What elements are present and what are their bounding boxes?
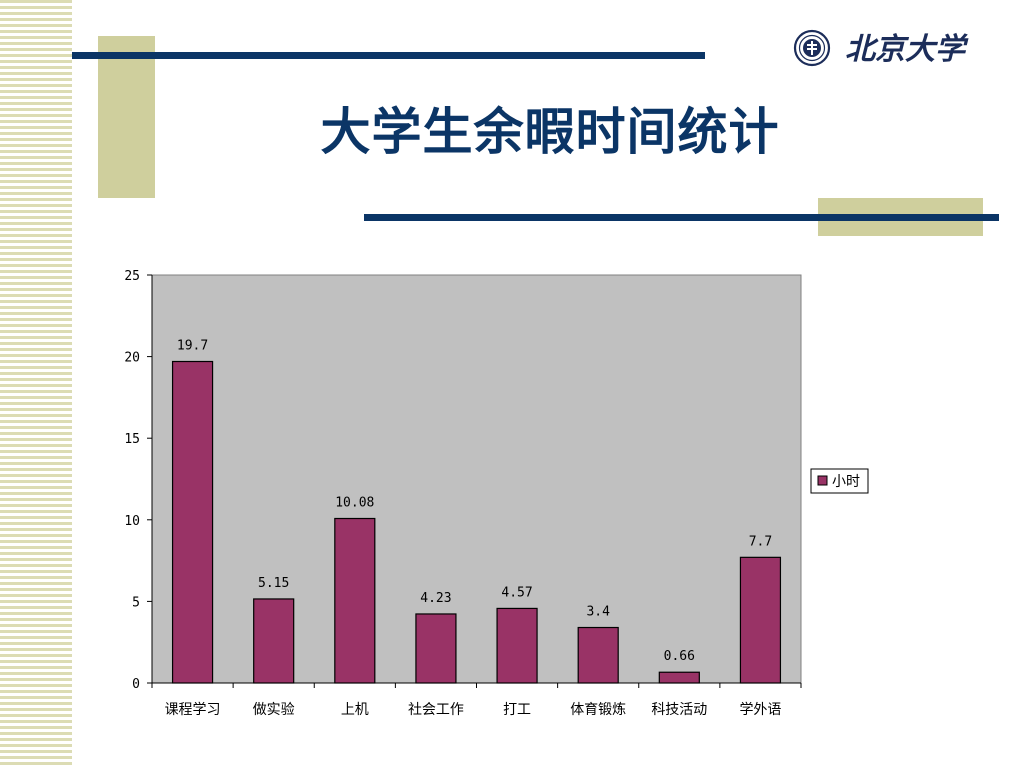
x-tick-label: 科技活动 <box>651 702 707 718</box>
x-tick-label: 社会工作 <box>408 702 464 718</box>
university-logo: 北京大学 <box>793 29 969 67</box>
bar <box>496 607 538 684</box>
accent-rule-bottom <box>364 214 999 221</box>
x-tick-label: 打工 <box>503 701 531 718</box>
accent-block-left <box>98 36 155 198</box>
accent-rule-top <box>72 52 705 59</box>
left-stripe-decoration <box>0 0 72 768</box>
bar <box>577 626 619 684</box>
plot-area <box>151 274 802 684</box>
y-tick-label: 25 <box>124 269 140 284</box>
y-tick-label: 10 <box>124 514 140 529</box>
bar <box>171 360 214 684</box>
y-tick-label: 0 <box>132 677 140 692</box>
data-label: 7.7 <box>749 534 772 549</box>
y-tick-label: 20 <box>124 351 140 366</box>
slide-title: 大学生余暇时间统计 <box>320 102 780 161</box>
data-label: 0.66 <box>664 649 695 664</box>
x-tick-label: 体育锻炼 <box>570 702 626 718</box>
data-label: 4.57 <box>501 585 532 600</box>
bar <box>415 613 457 684</box>
x-tick-label: 学外语 <box>739 702 781 718</box>
bar <box>253 598 295 684</box>
x-tick-label: 课程学习 <box>165 702 221 718</box>
data-label: 3.4 <box>586 605 610 620</box>
y-tick-label: 15 <box>124 432 140 447</box>
data-label: 19.7 <box>177 338 208 353</box>
data-label: 10.08 <box>335 495 374 510</box>
legend-label: 小时 <box>832 474 860 490</box>
data-label: 4.23 <box>420 591 451 606</box>
bar <box>658 671 700 684</box>
data-label: 5.15 <box>258 576 289 591</box>
x-tick-label: 上机 <box>341 702 369 718</box>
logo-text: 北京大学 <box>845 32 969 67</box>
legend-swatch <box>817 475 828 486</box>
university-seal-icon <box>793 29 831 67</box>
bar <box>334 517 376 684</box>
y-tick-label: 5 <box>132 595 140 610</box>
x-tick-label: 做实验 <box>253 702 295 718</box>
bar <box>739 556 782 684</box>
